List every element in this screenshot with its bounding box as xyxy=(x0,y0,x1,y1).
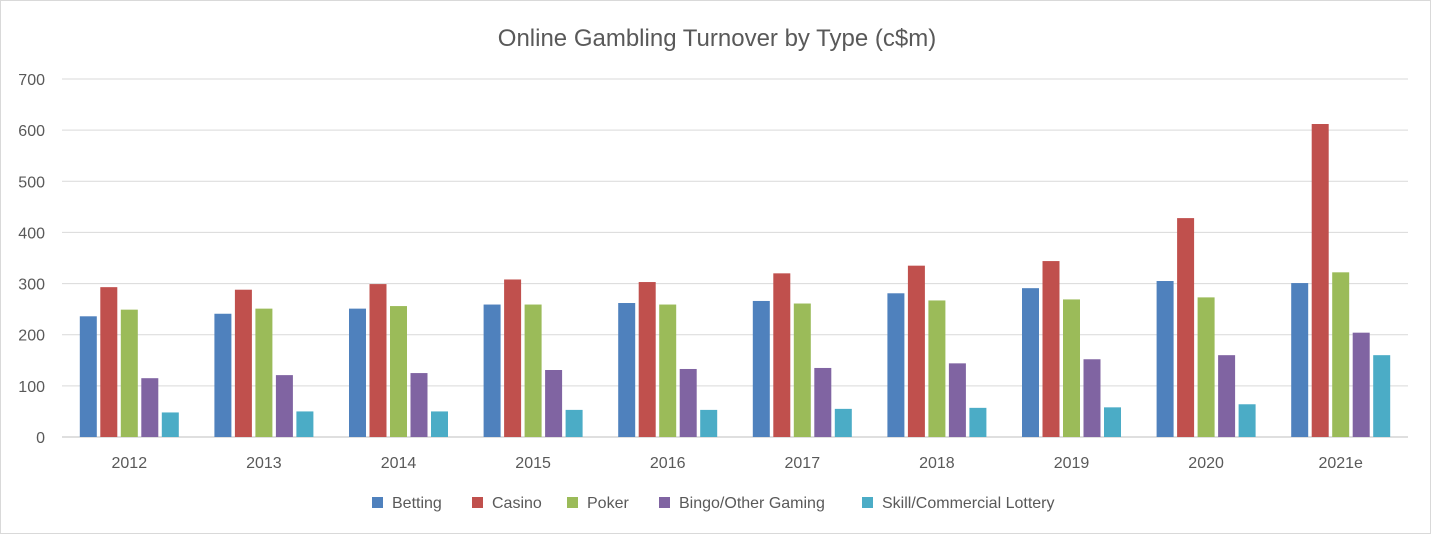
bar-bingo-other-gaming-2012 xyxy=(141,378,159,437)
legend: Betting Casino Poker Bingo/Other Gaming Skil… xyxy=(372,495,1054,512)
bar-skill-commercial-lottery-2015 xyxy=(565,409,583,437)
bar-bingo-other-gaming-2020 xyxy=(1218,355,1236,437)
legend-label: Skill/Commercial Lottery xyxy=(882,495,1054,512)
x-axis-ticks: 2012 2013 2014 2015 2016 2017 2018 2019 2020 2021… xyxy=(112,455,1364,472)
bar-bingo-other-gaming-2017 xyxy=(814,367,832,437)
x-tick-label: 2018 xyxy=(919,455,955,472)
y-tick-label: 100 xyxy=(18,379,45,396)
chart-title: Online Gambling Turnover by Type (c$m) xyxy=(498,25,936,52)
y-tick-label: 500 xyxy=(18,174,45,191)
bar-bingo-other-gaming-2014 xyxy=(410,373,428,437)
bar-poker-2021e xyxy=(1332,272,1350,437)
bar-poker-2013 xyxy=(255,308,273,437)
bar-poker-2014 xyxy=(390,306,407,437)
bar-casino-2013 xyxy=(234,289,252,437)
x-tick-label: 2012 xyxy=(112,455,148,472)
bar-betting-2021e xyxy=(1291,283,1309,437)
bar-betting-2020 xyxy=(1156,281,1174,437)
bar-betting-2016 xyxy=(618,303,636,437)
bar-skill-commercial-lottery-2014 xyxy=(431,411,448,437)
x-tick-label: 2021e xyxy=(1318,455,1363,472)
y-tick-label: 400 xyxy=(18,225,45,242)
x-tick-label: 2019 xyxy=(1054,455,1090,472)
legend-swatch xyxy=(659,497,670,508)
legend-label: Poker xyxy=(587,495,629,512)
legend-label: Betting xyxy=(392,495,442,512)
x-tick-label: 2017 xyxy=(785,455,821,472)
y-tick-label: 200 xyxy=(18,328,45,345)
bar-poker-2018 xyxy=(928,300,946,437)
bar-skill-commercial-lottery-2019 xyxy=(1104,407,1121,437)
bar-casino-2018 xyxy=(907,265,925,437)
legend-label: Bingo/Other Gaming xyxy=(679,495,825,512)
bar-poker-2017 xyxy=(793,303,811,437)
bar-poker-2020 xyxy=(1197,297,1215,437)
bar-skill-commercial-lottery-2017 xyxy=(834,408,852,437)
bar-skill-commercial-lottery-2020 xyxy=(1238,404,1256,437)
bar-skill-commercial-lottery-2012 xyxy=(161,412,179,437)
x-tick-label: 2016 xyxy=(650,455,686,472)
bar-casino-2015 xyxy=(504,279,522,437)
bar-betting-2018 xyxy=(887,293,905,437)
x-tick-label: 2013 xyxy=(246,455,282,472)
bar-casino-2012 xyxy=(100,287,118,437)
bar-bingo-other-gaming-2015 xyxy=(545,370,563,437)
bar-casino-2014 xyxy=(369,284,387,437)
bar-poker-2012 xyxy=(120,309,138,437)
legend-swatch xyxy=(372,497,383,508)
y-tick-label: 700 xyxy=(18,72,45,89)
y-tick-label: 300 xyxy=(18,277,45,294)
bar-skill-commercial-lottery-2013 xyxy=(296,411,314,437)
bar-betting-2015 xyxy=(483,304,501,437)
y-axis-ticks: 0 100 200 300 400 500 600 700 xyxy=(18,72,45,447)
bar-poker-2015 xyxy=(524,304,542,437)
bar-betting-2014 xyxy=(349,308,366,437)
x-tick-label: 2015 xyxy=(515,455,551,472)
bar-casino-2019 xyxy=(1042,261,1060,437)
bar-skill-commercial-lottery-2016 xyxy=(700,409,718,437)
bar-bingo-other-gaming-2021e xyxy=(1352,332,1370,437)
bar-betting-2017 xyxy=(752,300,770,437)
x-tick-label: 2014 xyxy=(381,455,417,472)
legend-swatch xyxy=(567,497,578,508)
bar-poker-2016 xyxy=(659,304,677,437)
bar-casino-2021e xyxy=(1311,124,1329,437)
bars xyxy=(79,124,1391,437)
bar-betting-2012 xyxy=(79,316,97,437)
bar-casino-2017 xyxy=(773,273,791,437)
legend-label: Casino xyxy=(492,495,542,512)
bar-bingo-other-gaming-2016 xyxy=(679,368,697,437)
legend-swatch xyxy=(472,497,483,508)
y-tick-label: 600 xyxy=(18,123,45,140)
bar-skill-commercial-lottery-2021e xyxy=(1373,355,1391,437)
bar-bingo-other-gaming-2019 xyxy=(1083,359,1101,437)
bar-casino-2016 xyxy=(638,282,656,437)
bar-bingo-other-gaming-2018 xyxy=(948,363,966,437)
y-tick-label: 0 xyxy=(36,430,45,447)
bar-betting-2019 xyxy=(1022,288,1039,437)
bar-casino-2020 xyxy=(1177,218,1195,437)
bar-betting-2013 xyxy=(214,313,232,437)
legend-swatch xyxy=(862,497,873,508)
bar-skill-commercial-lottery-2018 xyxy=(969,407,987,437)
bar-bingo-other-gaming-2013 xyxy=(275,375,293,437)
x-tick-label: 2020 xyxy=(1188,455,1224,472)
bar-poker-2019 xyxy=(1063,299,1080,437)
